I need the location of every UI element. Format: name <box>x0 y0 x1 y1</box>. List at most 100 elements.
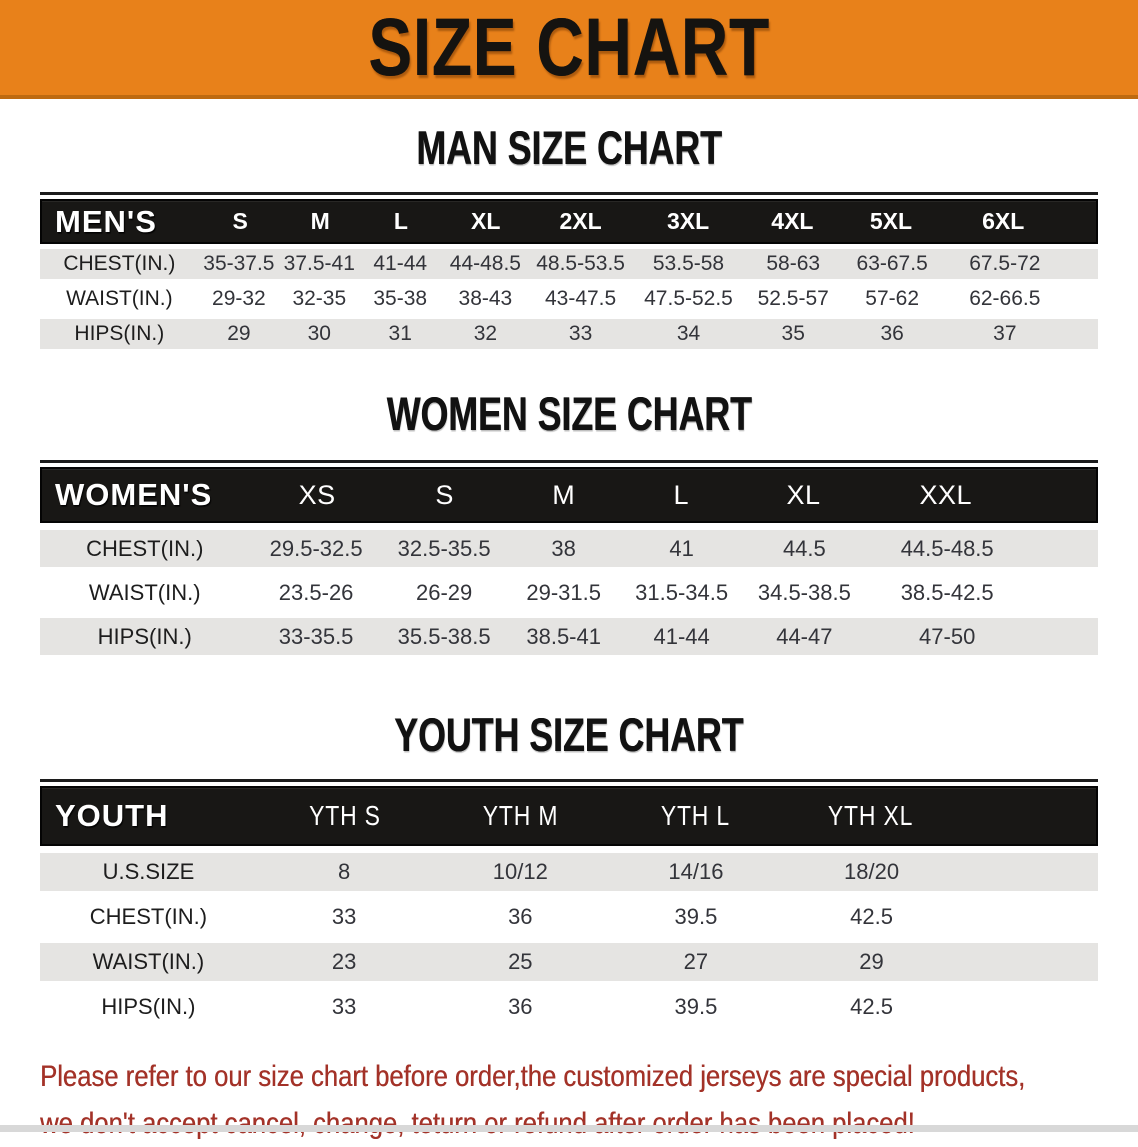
youth-table-title: YOUTH <box>55 798 169 833</box>
youth-size-table: YOUTH YTH S YTH M YTH L YTH XL U.S.SIZE … <box>40 779 1098 1026</box>
disclaimer-line-2: we don't accept cancel, change, teturn o… <box>40 1107 915 1140</box>
value-cell: 44-48.5 <box>449 252 521 275</box>
bottom-edge-strip <box>0 1125 1138 1132</box>
size-header-cell: M <box>310 208 330 234</box>
youth-waist-row: WAIST(IN.) 23 25 27 29 <box>40 943 1098 981</box>
size-header-cell: L <box>393 208 408 234</box>
men-section-heading: MAN SIZE CHART <box>0 120 1138 175</box>
value-cell: 33 <box>568 322 593 345</box>
disclaimer-note: Please refer to our size chart before or… <box>40 1053 1138 1147</box>
size-header-cell: 5XL <box>869 208 913 234</box>
size-header-cell: S <box>232 208 248 234</box>
value-cell: 58-63 <box>766 252 821 275</box>
value-cell: 62-66.5 <box>969 287 1041 310</box>
men-table-header-row: MEN'S S M L XL 2XL 3XL 4XL 5XL 6XL <box>40 199 1098 244</box>
value-cell: 23.5-26 <box>278 579 354 605</box>
men-chest-row: CHEST(IN.) 35-37.5 37.5-41 41-44 44-48.5… <box>40 249 1098 279</box>
value-cell: 29-32 <box>212 287 266 310</box>
women-section-heading: WOMEN SIZE CHART <box>0 386 1138 441</box>
value-cell: 31.5-34.5 <box>635 579 729 605</box>
value-cell: 10/12 <box>492 859 548 884</box>
value-cell: 34.5-38.5 <box>757 579 851 605</box>
value-cell: 38 <box>551 535 576 561</box>
youth-table-header-row: YOUTH YTH S YTH M YTH L YTH XL <box>40 786 1098 846</box>
men-waist-row: WAIST(IN.) 29-32 32-35 35-38 38-43 43-47… <box>40 284 1098 314</box>
value-cell: 36 <box>508 994 533 1019</box>
value-cell: 29-31.5 <box>526 579 601 605</box>
value-cell: 47.5-52.5 <box>644 287 733 310</box>
size-header-cell: YTH XL <box>827 800 914 831</box>
women-waist-row: WAIST(IN.) 23.5-26 26-29 29-31.5 31.5-34… <box>40 574 1098 611</box>
youth-heading-text: YOUTH SIZE CHART <box>394 708 744 761</box>
size-header-cell: XL <box>786 479 821 510</box>
value-cell: 29 <box>859 949 884 974</box>
value-cell: 57-62 <box>865 287 920 310</box>
value-cell: 18/20 <box>844 859 900 884</box>
row-label: WAIST(IN.) <box>88 579 201 605</box>
value-cell: 67.5-72 <box>969 252 1041 275</box>
value-cell: 33-35.5 <box>278 623 354 649</box>
value-cell: 8 <box>338 859 351 884</box>
value-cell: 41-44 <box>373 252 428 275</box>
women-heading-text: WOMEN SIZE CHART <box>386 387 752 440</box>
value-cell: 33 <box>331 994 357 1019</box>
value-cell: 48.5-53.5 <box>536 252 625 275</box>
size-header-cell: YTH L <box>660 800 731 831</box>
value-cell: 52.5-57 <box>757 287 829 310</box>
men-hips-row: HIPS(IN.) 29 30 31 32 33 34 35 36 37 <box>40 319 1098 349</box>
youth-table-topline <box>40 779 1098 782</box>
value-cell: 37.5-41 <box>283 252 355 275</box>
row-label: WAIST(IN.) <box>66 287 173 310</box>
banner-title: SIZE CHART <box>368 1 770 93</box>
banner: SIZE CHART <box>0 0 1138 99</box>
men-size-table: MEN'S S M L XL 2XL 3XL 4XL 5XL 6XL CHEST… <box>40 192 1098 349</box>
value-cell: 27 <box>683 949 709 974</box>
value-cell: 38.5-42.5 <box>900 579 994 605</box>
value-cell: 44.5 <box>782 535 826 561</box>
value-cell: 38-43 <box>458 287 513 310</box>
row-label: CHEST(IN.) <box>86 535 204 561</box>
size-header-cell: YTH M <box>482 800 559 831</box>
size-header-cell: 4XL <box>771 208 814 234</box>
value-cell: 53.5-58 <box>652 252 725 275</box>
value-cell: 37 <box>993 322 1017 345</box>
men-table-title: MEN'S <box>55 203 157 239</box>
value-cell: 42.5 <box>850 994 893 1019</box>
row-label: CHEST(IN.) <box>63 252 176 275</box>
size-header-cell: XS <box>298 479 336 510</box>
value-cell: 44.5-48.5 <box>900 535 994 561</box>
row-label: CHEST(IN.) <box>89 904 208 929</box>
women-hips-row: HIPS(IN.) 33-35.5 35.5-38.5 38.5-41 41-4… <box>40 618 1098 655</box>
value-cell: 41-44 <box>653 623 710 649</box>
row-label: U.S.SIZE <box>102 859 195 884</box>
size-header-cell: S <box>435 479 454 510</box>
value-cell: 63-67.5 <box>856 252 928 275</box>
value-cell: 23 <box>331 949 357 974</box>
value-cell: 14/16 <box>668 859 724 884</box>
women-table-topline <box>40 460 1098 463</box>
value-cell: 29.5-32.5 <box>269 535 363 561</box>
value-cell: 32 <box>473 322 498 345</box>
value-cell: 32.5-35.5 <box>397 535 491 561</box>
disclaimer-line-1: Please refer to our size chart before or… <box>40 1060 1026 1093</box>
row-label: HIPS(IN.) <box>74 322 165 345</box>
value-cell: 39.5 <box>674 904 718 929</box>
value-cell: 31 <box>388 322 412 345</box>
men-heading-text: MAN SIZE CHART <box>416 121 722 174</box>
youth-chest-row: CHEST(IN.) 33 36 39.5 42.5 <box>40 898 1098 936</box>
value-cell: 34 <box>676 322 701 345</box>
value-cell: 35.5-38.5 <box>397 623 491 649</box>
value-cell: 44-47 <box>776 623 833 649</box>
value-cell: 39.5 <box>674 994 718 1019</box>
size-header-cell: XXL <box>919 479 973 510</box>
size-header-cell: M <box>552 479 576 510</box>
value-cell: 33 <box>331 904 357 929</box>
size-header-cell: XL <box>471 208 501 234</box>
value-cell: 26-29 <box>415 579 473 605</box>
size-header-cell: 2XL <box>559 208 602 234</box>
women-table-title: WOMEN'S <box>55 477 213 512</box>
value-cell: 41 <box>669 535 694 561</box>
size-header-cell: L <box>673 479 689 510</box>
value-cell: 42.5 <box>850 904 893 929</box>
